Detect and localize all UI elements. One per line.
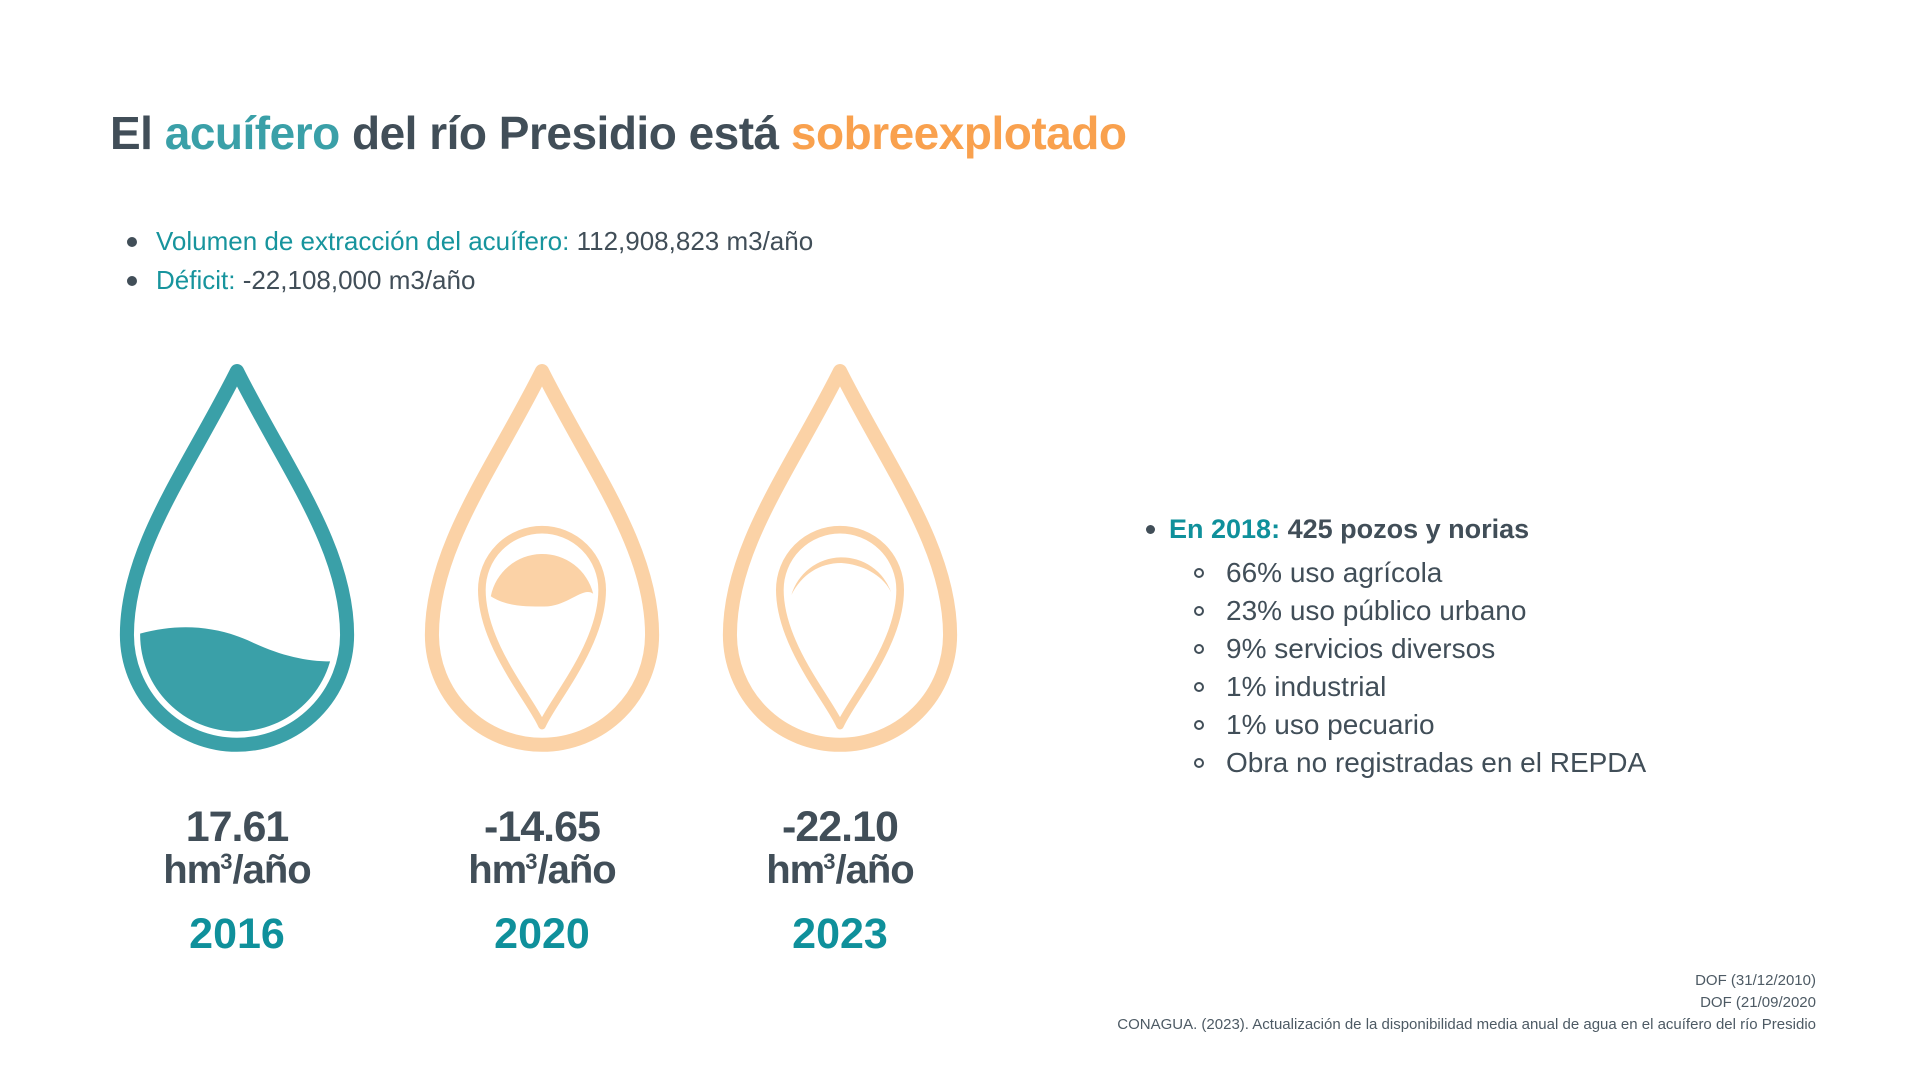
unit-base: hm <box>163 848 222 892</box>
unit-rest: /año <box>232 848 312 892</box>
usage-item-label: 66% uso agrícola <box>1226 557 1443 588</box>
circle-bullet-icon <box>1194 606 1204 616</box>
drop-value: 17.61 <box>185 803 290 851</box>
title-part2: del río Presidio está <box>339 107 791 159</box>
fact-value: -22,108,000 m3/año <box>235 265 476 295</box>
source-line: DOF (31/12/2010) <box>1695 972 1816 989</box>
usage-item: 9% servicios diversos <box>1194 630 1646 668</box>
heading-highlight: En 2018: <box>1169 514 1281 544</box>
fact-extraction-volume: Volumen de extracción del acuífero: 112,… <box>127 222 813 261</box>
unit-superscript: 3 <box>220 849 232 874</box>
circle-bullet-icon <box>1194 682 1204 692</box>
usage-item-label: Obra no registradas en el REPDA <box>1226 747 1647 778</box>
usage-item: 1% uso pecuario <box>1194 706 1646 744</box>
drop-year: 2023 <box>792 910 888 958</box>
usage-item: 23% uso público urbano <box>1194 592 1646 630</box>
drop-unit: hm3/año <box>710 849 970 891</box>
water-drop-deficit-icon <box>722 363 958 752</box>
water-drop-deficit-icon <box>424 363 660 752</box>
unit-rest: /año <box>835 848 915 892</box>
source-line: DOF (21/09/2020 <box>1700 994 1816 1011</box>
usage-item: 1% industrial <box>1194 668 1646 706</box>
wells-usage-heading: En 2018: 425 pozos y norias <box>1146 514 1646 545</box>
title-part1: El <box>110 107 165 159</box>
water-drop-filled-icon <box>119 363 355 752</box>
unit-base: hm <box>766 848 825 892</box>
drop-unit: hm3/año <box>412 849 672 891</box>
usage-item-label: 9% servicios diversos <box>1226 633 1496 664</box>
usage-item: Obra no registradas en el REPDA <box>1194 744 1646 782</box>
bullet-dot-icon <box>1146 525 1155 534</box>
extraction-facts-list: Volumen de extracción del acuífero: 112,… <box>127 222 813 300</box>
heading-rest: 425 pozos y norias <box>1280 514 1530 544</box>
fact-label: Déficit: <box>156 265 236 295</box>
circle-bullet-icon <box>1194 644 1204 654</box>
drop-year: 2016 <box>189 910 285 958</box>
title-highlight-sobreexplotado: sobreexplotado <box>790 107 1127 159</box>
drop-column-2023: -22.10 hm3/año 2023 <box>710 358 970 956</box>
usage-item-label: 23% uso público urbano <box>1226 595 1527 626</box>
wells-usage-panel: En 2018: 425 pozos y norias 66% uso agrí… <box>1146 514 1646 782</box>
usage-item-label: 1% industrial <box>1226 671 1387 702</box>
drop-column-2016: 17.61 hm3/año 2016 <box>107 358 367 956</box>
drop-year: 2020 <box>494 910 590 958</box>
usage-breakdown-list: 66% uso agrícola 23% uso público urbano … <box>1146 554 1646 782</box>
bullet-dot-icon <box>127 236 137 247</box>
fact-value: 112,908,823 m3/año <box>569 226 814 256</box>
circle-bullet-icon <box>1194 758 1204 768</box>
bullet-dot-icon <box>127 275 137 286</box>
drop-column-2020: -14.65 hm3/año 2020 <box>412 358 672 956</box>
circle-bullet-icon <box>1194 720 1204 730</box>
fact-label: Volumen de extracción del acuífero: <box>156 226 570 256</box>
source-citations: DOF (31/12/2010) DOF (21/09/2020 CONAGUA… <box>1117 970 1816 1036</box>
fact-deficit: Déficit: -22,108,000 m3/año <box>127 261 813 300</box>
source-line: CONAGUA. (2023). Actualización de la dis… <box>1117 1016 1816 1033</box>
usage-item: 66% uso agrícola <box>1194 554 1646 592</box>
title-highlight-acuifero: acuífero <box>164 107 340 159</box>
unit-superscript: 3 <box>525 849 537 874</box>
unit-rest: /año <box>537 848 617 892</box>
drop-value: -22.10 <box>782 803 899 851</box>
page-title: El acuífero del río Presidio está sobree… <box>110 106 1127 160</box>
unit-base: hm <box>468 848 527 892</box>
unit-superscript: 3 <box>823 849 835 874</box>
circle-bullet-icon <box>1194 568 1204 578</box>
usage-item-label: 1% uso pecuario <box>1226 709 1435 740</box>
drop-value: -14.65 <box>484 803 601 851</box>
drop-unit: hm3/año <box>107 849 367 891</box>
